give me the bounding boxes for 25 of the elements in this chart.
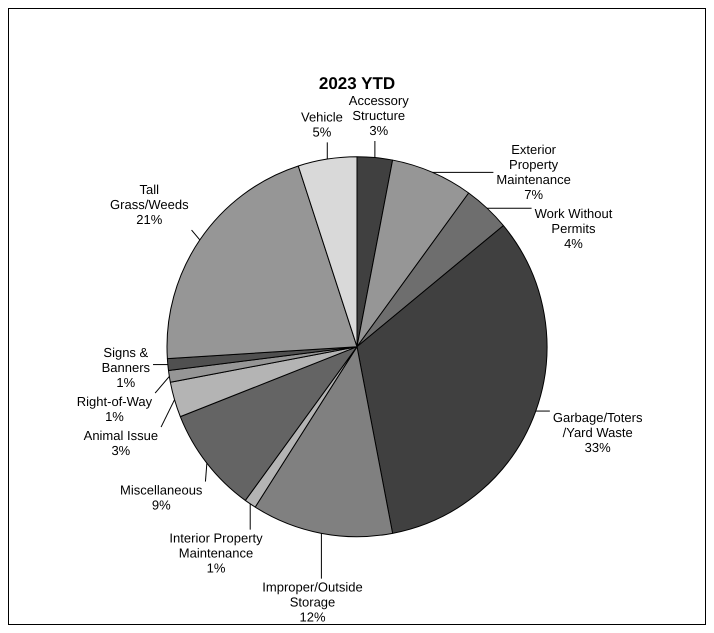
- slice-label: Vehicle: [300, 109, 343, 124]
- data-label: 7%: [524, 187, 544, 202]
- slice-label: Signs & Banners: [102, 345, 151, 376]
- slice-label: Accessory Structure: [348, 93, 410, 124]
- data-label: 4%: [564, 236, 584, 252]
- slice-label: Improper/Outside Storage: [262, 580, 363, 610]
- data-label: 1%: [206, 560, 226, 576]
- slice-label: Tall Grass/Weeds: [110, 182, 190, 212]
- slice-label: Exterior Property Maintenance: [496, 142, 571, 188]
- data-label: 3%: [369, 123, 389, 138]
- slice-label: Interior Property Maintenance: [169, 530, 264, 561]
- slice-label: Work Without Permits: [534, 206, 613, 236]
- data-label: 3%: [111, 443, 131, 458]
- slice-label: Garbage/Toters /Yard Waste: [552, 410, 643, 440]
- data-label: 9%: [152, 498, 172, 513]
- data-label: 1%: [116, 375, 136, 390]
- data-label: 21%: [136, 212, 163, 228]
- slice-label: Animal Issue: [84, 428, 158, 444]
- chart-title: 2023 YTD: [318, 74, 396, 93]
- slice-label: Miscellaneous: [120, 482, 203, 498]
- slice-label: Right-of-Way: [76, 394, 153, 410]
- data-label: 1%: [105, 409, 124, 424]
- data-label: 12%: [299, 610, 326, 625]
- data-label: 33%: [584, 440, 612, 455]
- data-label: 5%: [312, 124, 332, 140]
